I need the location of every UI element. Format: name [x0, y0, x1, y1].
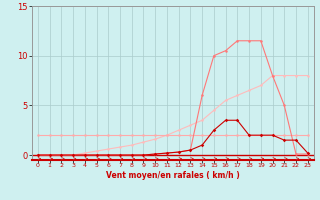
X-axis label: Vent moyen/en rafales ( km/h ): Vent moyen/en rafales ( km/h ) — [106, 171, 240, 180]
